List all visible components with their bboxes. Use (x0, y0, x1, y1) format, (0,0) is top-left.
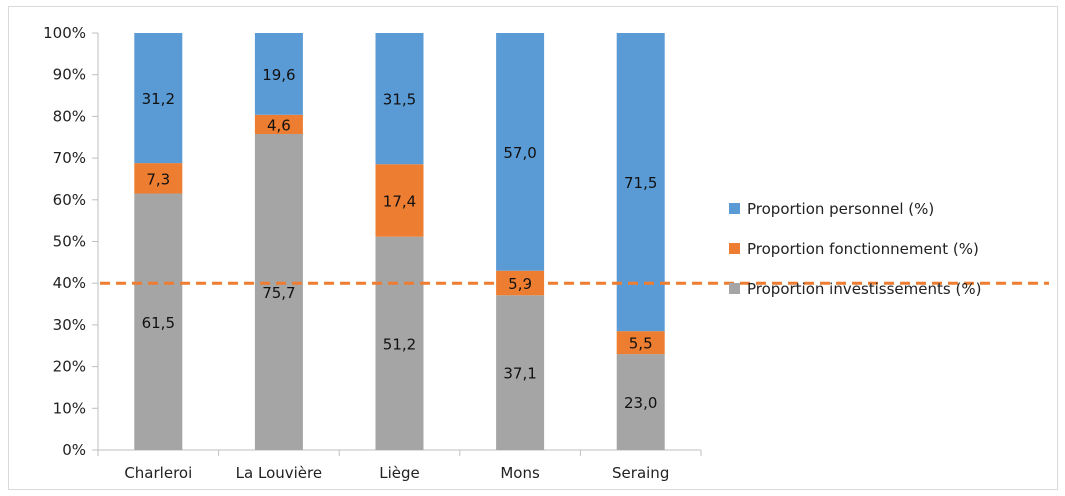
bar-segment (134, 163, 183, 194)
data-label: 17,4 (383, 192, 416, 210)
y-tick-label: 20% (53, 358, 86, 376)
legend: Proportion personnel (%) Proportion fonct… (729, 200, 981, 298)
y-tick-label: 90% (53, 66, 86, 84)
bar-segment (375, 236, 424, 450)
bar-segment (496, 33, 545, 271)
bar-segment (134, 33, 183, 164)
data-label: 61,5 (142, 314, 175, 332)
y-tick-label: 40% (53, 274, 86, 292)
data-label: 75,7 (262, 284, 295, 302)
data-label: 31,2 (142, 90, 175, 108)
bar-segment (496, 295, 545, 450)
data-label: 57,0 (503, 144, 536, 162)
legend-swatch (729, 243, 740, 254)
data-labels-layer: 61,5 7,3 31,2 75,7 4,6 19,6 51,2 17,4 31,5 37,1 5,… (142, 66, 658, 412)
bar-segment (134, 193, 183, 451)
data-label: 51,2 (383, 335, 416, 353)
data-label: 31,5 (383, 91, 416, 109)
data-label: 4,6 (267, 116, 291, 134)
data-label: 71,5 (624, 174, 657, 192)
data-label: 5,5 (629, 335, 653, 353)
x-axis: Charleroi La Louvière Liège Mons Seraing (97, 449, 702, 482)
x-tick-label: Liège (379, 464, 420, 482)
data-label: 19,6 (262, 66, 295, 84)
legend-swatch (729, 203, 740, 214)
legend-label: Proportion fonctionnement (%) (747, 240, 979, 258)
y-tick-label: 80% (53, 107, 86, 125)
stacked-bar-chart: 0% 10% 20% 30% 40% 50% 60% 70% 80% 90% 100% Charle… (43, 24, 1049, 482)
bar-segment (616, 354, 665, 450)
bar-segment (375, 33, 424, 165)
x-tick-label: Seraing (612, 464, 669, 482)
x-tick-label: Mons (500, 464, 540, 482)
chart-frame: 0% 10% 20% 30% 40% 50% 60% 70% 80% 90% 100% Charle… (8, 6, 1058, 490)
bar-segment (616, 33, 665, 332)
y-tick-label: 100% (43, 24, 86, 42)
y-tick-label: 50% (53, 233, 86, 251)
bar-segment (616, 331, 665, 355)
y-tick-label: 10% (53, 399, 86, 417)
data-label: 7,3 (146, 170, 170, 188)
bar-segment (254, 134, 303, 450)
legend-label: Proportion personnel (%) (747, 200, 934, 218)
y-tick-label: 30% (53, 316, 86, 334)
bar-segment (254, 33, 303, 115)
data-label: 23,0 (624, 394, 657, 412)
x-tick-label: La Louvière (236, 464, 322, 482)
bar-segment (254, 114, 303, 135)
data-label: 37,1 (503, 365, 536, 383)
bar-segment (375, 164, 424, 237)
y-tick-label: 70% (53, 149, 86, 167)
y-tick-label: 60% (53, 191, 86, 209)
x-tick-label: Charleroi (124, 464, 192, 482)
y-axis: 0% 10% 20% 30% 40% 50% 60% 70% 80% 90% 100% (43, 24, 99, 459)
y-tick-label: 0% (62, 441, 86, 459)
legend-swatch (729, 283, 740, 294)
legend-label: Proportion investissements (%) (747, 280, 981, 298)
bars-layer (134, 33, 665, 451)
